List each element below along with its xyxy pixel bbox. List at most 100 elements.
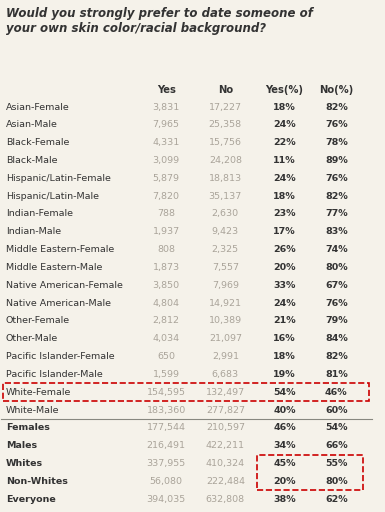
- Text: 24%: 24%: [273, 298, 296, 308]
- Text: 7,557: 7,557: [212, 263, 239, 272]
- Text: 808: 808: [157, 245, 175, 254]
- Text: 18%: 18%: [273, 102, 296, 112]
- Text: 277,827: 277,827: [206, 406, 245, 415]
- Text: 80%: 80%: [325, 263, 348, 272]
- Text: 2,991: 2,991: [212, 352, 239, 361]
- Text: 38%: 38%: [273, 495, 296, 504]
- Text: 76%: 76%: [325, 298, 348, 308]
- Text: 337,955: 337,955: [146, 459, 186, 468]
- Text: 46%: 46%: [325, 388, 348, 397]
- Text: 20%: 20%: [273, 477, 296, 486]
- Text: 76%: 76%: [325, 120, 348, 130]
- Text: Native American-Male: Native American-Male: [6, 298, 111, 308]
- Text: 81%: 81%: [325, 370, 348, 379]
- Text: 66%: 66%: [325, 441, 348, 450]
- Text: 46%: 46%: [273, 423, 296, 432]
- Text: Middle Eastern-Male: Middle Eastern-Male: [6, 263, 102, 272]
- Text: 788: 788: [157, 209, 175, 219]
- Text: 54%: 54%: [273, 388, 296, 397]
- Text: 18,813: 18,813: [209, 174, 242, 183]
- Text: 4,804: 4,804: [152, 298, 179, 308]
- Text: 17,227: 17,227: [209, 102, 242, 112]
- Text: Yes: Yes: [157, 86, 176, 95]
- Text: 80%: 80%: [325, 477, 348, 486]
- Text: Middle Eastern-Female: Middle Eastern-Female: [6, 245, 114, 254]
- Text: 82%: 82%: [325, 191, 348, 201]
- Text: 3,099: 3,099: [152, 156, 180, 165]
- Text: 422,211: 422,211: [206, 441, 245, 450]
- Text: Black-Male: Black-Male: [6, 156, 57, 165]
- Text: 3,850: 3,850: [152, 281, 180, 290]
- Text: 74%: 74%: [325, 245, 348, 254]
- Text: 4,034: 4,034: [152, 334, 180, 343]
- Text: 15,756: 15,756: [209, 138, 242, 147]
- Text: 7,965: 7,965: [152, 120, 179, 130]
- Text: 45%: 45%: [273, 459, 296, 468]
- Text: 21%: 21%: [273, 316, 296, 326]
- Text: 10,389: 10,389: [209, 316, 242, 326]
- Text: 18%: 18%: [273, 191, 296, 201]
- Text: 56,080: 56,080: [150, 477, 182, 486]
- Text: White-Female: White-Female: [6, 388, 71, 397]
- Text: 394,035: 394,035: [146, 495, 186, 504]
- Text: 18%: 18%: [273, 352, 296, 361]
- Text: 78%: 78%: [325, 138, 348, 147]
- Text: 62%: 62%: [325, 495, 348, 504]
- Text: 2,630: 2,630: [212, 209, 239, 219]
- Text: 83%: 83%: [325, 227, 348, 237]
- Text: 17%: 17%: [273, 227, 296, 237]
- Text: White-Male: White-Male: [6, 406, 59, 415]
- Text: Would you strongly prefer to date someone of
your own skin color/racial backgrou: Would you strongly prefer to date someon…: [6, 8, 313, 35]
- Text: Whites: Whites: [6, 459, 43, 468]
- Text: 60%: 60%: [325, 406, 348, 415]
- Text: 26%: 26%: [273, 245, 296, 254]
- Text: Non-Whites: Non-Whites: [6, 477, 68, 486]
- Text: 40%: 40%: [273, 406, 296, 415]
- Text: 89%: 89%: [325, 156, 348, 165]
- Text: Hispanic/Latin-Male: Hispanic/Latin-Male: [6, 191, 99, 201]
- Text: Other-Male: Other-Male: [6, 334, 58, 343]
- Text: 632,808: 632,808: [206, 495, 245, 504]
- Text: 154,595: 154,595: [147, 388, 186, 397]
- Text: 650: 650: [157, 352, 175, 361]
- Text: 7,969: 7,969: [212, 281, 239, 290]
- Text: Asian-Male: Asian-Male: [6, 120, 58, 130]
- Text: 177,544: 177,544: [147, 423, 186, 432]
- Text: 84%: 84%: [325, 334, 348, 343]
- Text: 16%: 16%: [273, 334, 296, 343]
- Text: 20%: 20%: [273, 263, 296, 272]
- Text: 132,497: 132,497: [206, 388, 245, 397]
- Text: No: No: [218, 86, 233, 95]
- Text: 24,208: 24,208: [209, 156, 242, 165]
- Text: 34%: 34%: [273, 441, 296, 450]
- Text: 33%: 33%: [273, 281, 296, 290]
- Text: 82%: 82%: [325, 352, 348, 361]
- Text: 76%: 76%: [325, 174, 348, 183]
- Text: 3,831: 3,831: [152, 102, 180, 112]
- Text: 54%: 54%: [325, 423, 348, 432]
- Text: 210,597: 210,597: [206, 423, 245, 432]
- Text: 24%: 24%: [273, 120, 296, 130]
- Text: 1,873: 1,873: [152, 263, 180, 272]
- Text: 11%: 11%: [273, 156, 296, 165]
- Text: Females: Females: [6, 423, 50, 432]
- Text: Everyone: Everyone: [6, 495, 55, 504]
- Text: 2,325: 2,325: [212, 245, 239, 254]
- Text: Indian-Male: Indian-Male: [6, 227, 61, 237]
- Text: 183,360: 183,360: [146, 406, 186, 415]
- Text: 14,921: 14,921: [209, 298, 242, 308]
- Text: Yes(%): Yes(%): [266, 86, 303, 95]
- Text: 79%: 79%: [325, 316, 348, 326]
- Text: Pacific Islander-Female: Pacific Islander-Female: [6, 352, 114, 361]
- Text: 5,879: 5,879: [152, 174, 179, 183]
- Text: 25,358: 25,358: [209, 120, 242, 130]
- Text: 19%: 19%: [273, 370, 296, 379]
- Text: Asian-Female: Asian-Female: [6, 102, 70, 112]
- Text: 2,812: 2,812: [152, 316, 179, 326]
- Text: 22%: 22%: [273, 138, 296, 147]
- Text: 4,331: 4,331: [152, 138, 180, 147]
- Text: 77%: 77%: [325, 209, 348, 219]
- Text: 82%: 82%: [325, 102, 348, 112]
- Text: 21,097: 21,097: [209, 334, 242, 343]
- Text: 216,491: 216,491: [147, 441, 186, 450]
